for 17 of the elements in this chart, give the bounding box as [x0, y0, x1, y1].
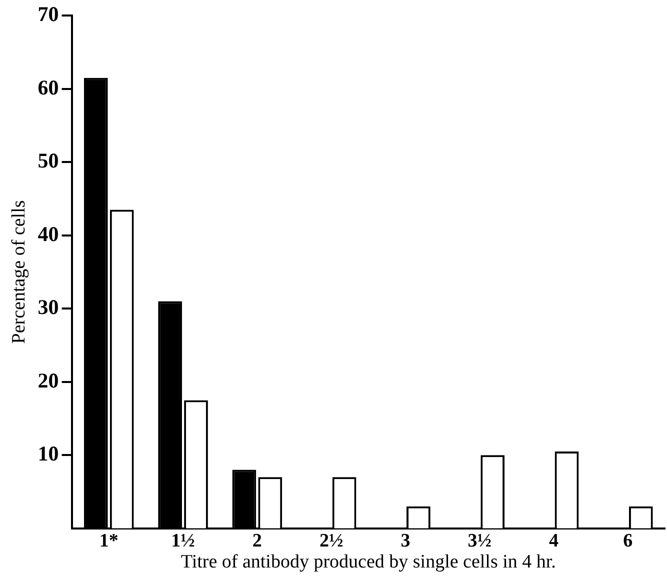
x-axis-title: Titre of antibody produced by single cells in 4 hr.: [180, 552, 556, 573]
y-tick-label: 60: [38, 75, 59, 100]
y-axis-title: Percentage of cells: [8, 200, 30, 344]
x-tick-label: 6: [623, 530, 633, 552]
x-tick-label: 2: [252, 530, 262, 552]
x-tick-label: 3½: [468, 530, 492, 552]
y-tick-label: 70: [38, 2, 59, 26]
x-tick-label: 2½: [319, 530, 344, 552]
y-tick-label: 10: [38, 442, 59, 466]
x-tick-label: 1½: [171, 530, 195, 552]
y-tick-label: 30: [38, 295, 59, 320]
x-tick-label: 3: [400, 530, 410, 552]
y-tick-label: 20: [38, 368, 59, 392]
x-tick-label: 4: [549, 530, 560, 552]
y-tick-label: 50: [38, 148, 59, 173]
y-tick-label: 40: [38, 222, 59, 246]
x-tick-label: 1*: [99, 530, 118, 552]
